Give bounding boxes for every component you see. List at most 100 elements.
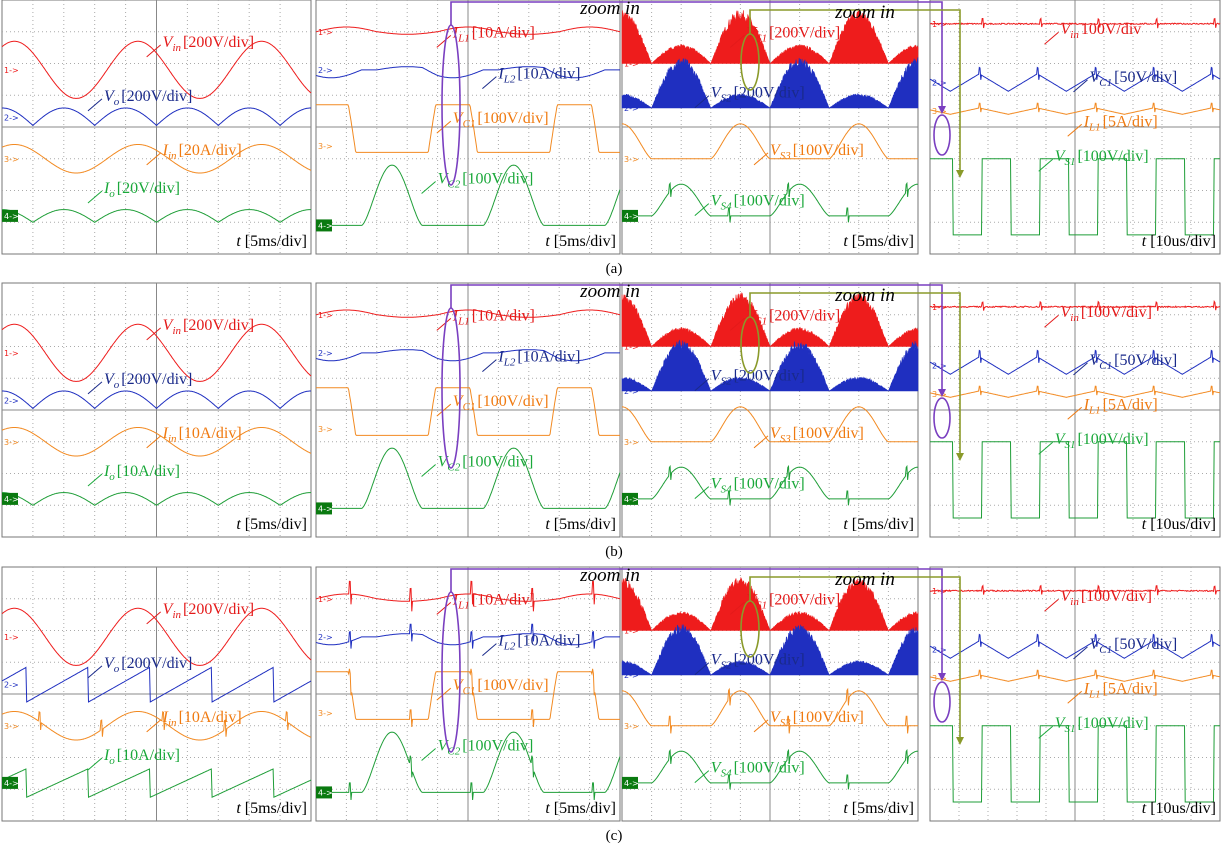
label-subscript: S1 <box>756 599 767 611</box>
time-scale-value: [5ms/div] <box>852 800 914 817</box>
channel-marker: 1-> <box>4 66 19 75</box>
scope-panel: 1->2->3->4->IL1[10A/div]IL2[10A/div]VC1[… <box>316 567 620 821</box>
time-scale-value: [10us/div] <box>1150 516 1216 533</box>
scope-panel: 1->2->3->4->Vin[200V/div]Vo[200V/div]Iin… <box>2 283 311 537</box>
channel-marker: 3-> <box>318 142 333 151</box>
label-subscript: in <box>168 150 177 162</box>
label-scale: [10A/div] <box>517 633 580 650</box>
label-subscript: in <box>1070 29 1079 41</box>
channel-marker: 3-> <box>4 722 19 731</box>
label-scale: [100V/div] <box>793 425 864 442</box>
label-scale: [200V/div] <box>769 591 840 608</box>
label-subscript: S1 <box>756 32 767 44</box>
label-scale: [200V/div] <box>121 371 192 388</box>
label-scale: 100V/div <box>1081 21 1141 38</box>
label-scale: [200V/div] <box>734 652 805 669</box>
time-scale-value: [5ms/div] <box>245 800 307 817</box>
channel-marker: 2-> <box>4 113 19 122</box>
channel-marker: 3-> <box>4 155 19 164</box>
label-scale: [20A/div] <box>179 142 242 159</box>
time-symbol: t <box>236 800 241 817</box>
time-scale: t[10us/div] <box>1142 800 1216 817</box>
zoom-label: zoom in <box>834 285 895 306</box>
channel-marker: 1-> <box>624 343 639 352</box>
label-subscript: in <box>168 433 177 445</box>
scope-panel: 1->2->3->4->Vin[100V/div]VC1[50V/div]IL1… <box>930 567 1220 849</box>
label-scale: [20V/div] <box>117 180 180 197</box>
channel-marker: 1-> <box>932 303 947 312</box>
time-symbol: t <box>545 516 550 533</box>
label-scale: [100V/div] <box>734 760 805 777</box>
label-scale: [200V/div] <box>121 88 192 105</box>
label-scale: [200V/div] <box>734 85 805 102</box>
label-scale: [100V/div] <box>477 677 548 694</box>
time-scale-value: [5ms/div] <box>245 233 307 250</box>
label-scale: [200V/div] <box>183 317 254 334</box>
label-scale: [10A/div] <box>472 24 535 41</box>
label-scale: [100V/div] <box>462 453 533 470</box>
channel-marker: 2-> <box>624 387 639 396</box>
label-subscript: L1 <box>457 315 470 327</box>
channel-marker: 4-> <box>624 212 639 221</box>
time-scale: t[5ms/div] <box>843 233 914 250</box>
caption: (a) <box>606 261 623 277</box>
label-subscript: o <box>109 471 115 483</box>
caption: (b) <box>605 544 623 560</box>
zoom-label: zoom in <box>579 565 640 586</box>
scope-panel: 1->2->3->4->Vin[200V/div]Vo[200V/div]Iin… <box>2 0 311 254</box>
label-scale: [200V/div] <box>121 655 192 672</box>
label-scale: [10A/div] <box>117 463 180 480</box>
scope-panel: 1->2->3->4->VS1[200V/div]VS2[200V/div]VS… <box>622 567 918 821</box>
channel-marker: 2-> <box>932 362 947 371</box>
label-scale: [5A/div] <box>1103 113 1158 130</box>
time-scale: t[10us/div] <box>1142 516 1216 533</box>
channel-marker: 2-> <box>318 349 333 358</box>
time-symbol: t <box>1142 233 1147 250</box>
label-scale: [100V/div] <box>793 709 864 726</box>
channel-marker: 2-> <box>624 671 639 680</box>
label-scale: [100V/div] <box>462 737 533 754</box>
channel-marker: 3-> <box>624 438 639 447</box>
time-scale-value: [10us/div] <box>1150 800 1216 817</box>
label-subscript: S1 <box>1064 156 1075 168</box>
label-subscript: o <box>114 96 120 108</box>
label-scale: [100V/div] <box>477 110 548 127</box>
channel-marker: 4-> <box>318 504 333 513</box>
channel-marker: 2-> <box>932 79 947 88</box>
channel-marker: 2-> <box>318 66 333 75</box>
label-scale: [200V/div] <box>769 307 840 324</box>
label-subscript: o <box>109 755 115 767</box>
label-scale: [5A/div] <box>1103 680 1158 697</box>
channel-marker: 2-> <box>318 633 333 642</box>
time-symbol: t <box>545 233 550 250</box>
channel-marker: 4-> <box>4 495 19 504</box>
label-scale: [200V/div] <box>734 368 805 385</box>
channel-marker: 1-> <box>932 20 947 29</box>
zoom-label: zoom in <box>579 0 640 19</box>
time-symbol: t <box>843 516 848 533</box>
time-symbol: t <box>843 233 848 250</box>
channel-marker: 1-> <box>4 633 19 642</box>
zoom-label: zoom in <box>579 281 640 302</box>
channel-marker: 4-> <box>318 788 333 797</box>
label-scale: [10A/div] <box>179 709 242 726</box>
label-subscript: S2 <box>721 660 733 672</box>
label-scale: [100V/div] <box>1077 715 1148 732</box>
label-subscript: L1 <box>1088 121 1101 133</box>
time-scale: t[5ms/div] <box>236 233 307 250</box>
time-scale-value: [5ms/div] <box>852 233 914 250</box>
label-scale: [10A/div] <box>517 349 580 366</box>
label-scale: [100V/div] <box>1077 431 1148 448</box>
label-scale: [50V/div] <box>1114 352 1177 369</box>
label-subscript: S3 <box>780 433 792 445</box>
channel-marker: 2-> <box>4 396 19 405</box>
label-subscript: S4 <box>721 484 733 496</box>
channel-marker: 2-> <box>4 680 19 689</box>
time-scale: t[5ms/div] <box>843 800 914 817</box>
time-scale: t[5ms/div] <box>545 233 616 250</box>
time-symbol: t <box>236 233 241 250</box>
time-symbol: t <box>1142 800 1147 817</box>
time-scale-value: [5ms/div] <box>554 800 616 817</box>
channel-marker: 4-> <box>4 212 19 221</box>
label-scale: [50V/div] <box>1114 636 1177 653</box>
